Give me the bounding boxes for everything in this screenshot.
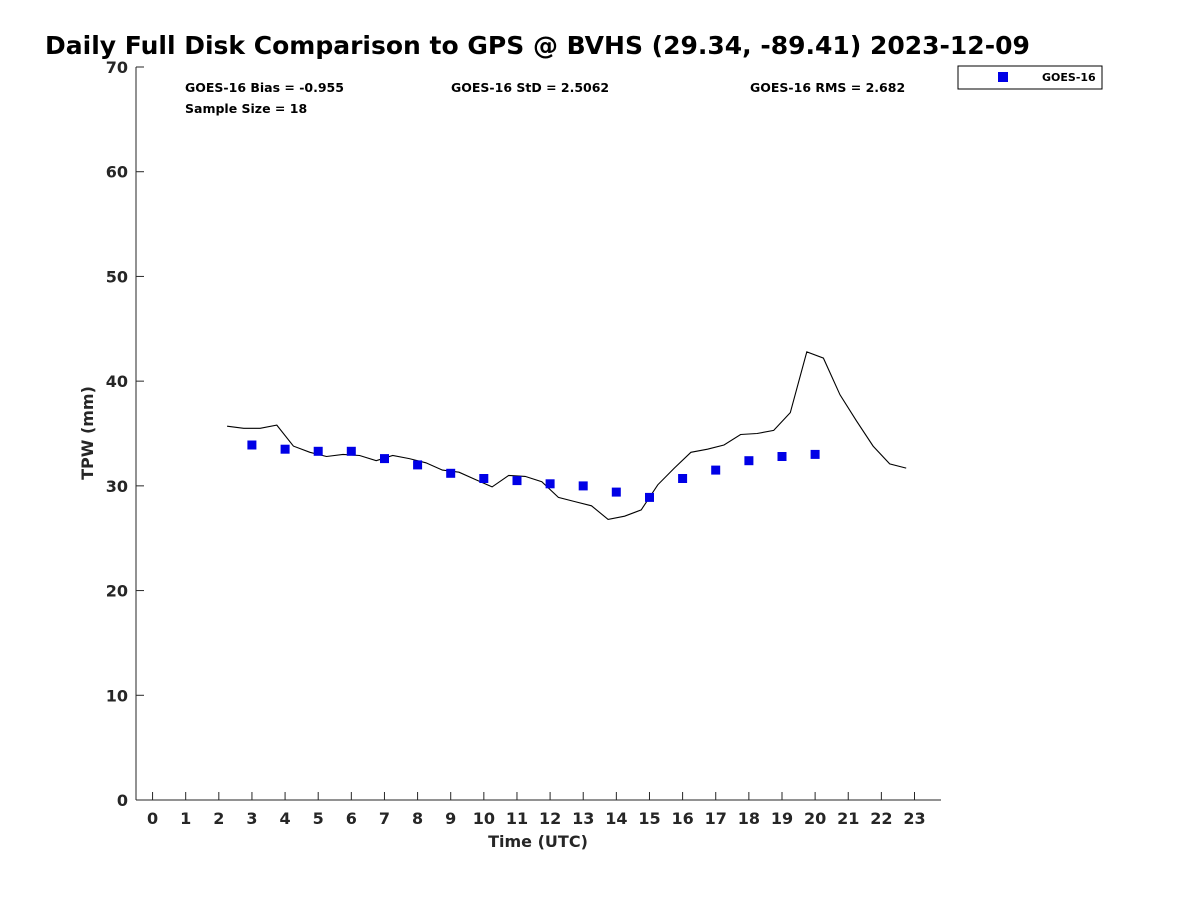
x-tick-label-20: 20 [804, 809, 826, 828]
x-tick-label-17: 17 [705, 809, 727, 828]
x-tick-label-15: 15 [638, 809, 660, 828]
goes16-point-16 [678, 474, 688, 483]
stat-sample-size: Sample Size = 18 [185, 101, 307, 116]
y-ticks: 0 10 20 30 40 50 60 70 [106, 58, 144, 810]
x-tick-label-14: 14 [605, 809, 627, 828]
goes16-point-13 [578, 481, 588, 491]
x-tick-label-5: 5 [313, 809, 324, 828]
x-tick-label-22: 22 [870, 809, 892, 828]
x-tick-label-1: 1 [180, 809, 191, 828]
x-tick-label-8: 8 [412, 809, 423, 828]
x-axis-label: Time (UTC) [488, 832, 588, 851]
y-tick-label-10: 10 [106, 686, 128, 705]
goes16-point-8 [413, 460, 423, 470]
goes16-point-10 [479, 474, 489, 483]
x-tick-label-12: 12 [539, 809, 561, 828]
goes16-point-18 [744, 456, 754, 466]
goes16-point-3 [247, 440, 257, 450]
stat-bias: GOES-16 Bias = -0.955 [185, 80, 344, 95]
x-tick-label-4: 4 [280, 809, 291, 828]
y-tick-label-40: 40 [106, 372, 128, 391]
goes16-point-14 [611, 487, 621, 497]
x-tick-label-0: 0 [147, 809, 158, 828]
goes16-point-17 [711, 465, 721, 475]
x-tick-label-21: 21 [837, 809, 859, 828]
x-tick-label-16: 16 [671, 809, 693, 828]
x-tick-label-10: 10 [473, 809, 495, 828]
y-axis-label: TPW (mm) [78, 386, 97, 480]
x-tick-label-11: 11 [506, 809, 528, 828]
axes [135, 67, 941, 801]
stat-std: GOES-16 StD = 2.5062 [451, 80, 609, 95]
gps-line [227, 351, 907, 520]
y-tick-label-60: 60 [106, 163, 128, 182]
x-tick-label-2: 2 [213, 809, 224, 828]
stat-rms: GOES-16 RMS = 2.682 [750, 80, 905, 95]
goes16-point-12 [545, 479, 555, 489]
goes16-point-19 [777, 452, 787, 461]
legend-marker-goes16 [998, 72, 1008, 82]
legend: GOES-16 [957, 65, 1103, 90]
goes16-point-6 [346, 446, 356, 456]
x-tick-label-7: 7 [379, 809, 390, 828]
legend-box [957, 65, 1103, 90]
goes16-marker-series [247, 440, 820, 502]
y-tick-label-30: 30 [106, 477, 128, 496]
x-tick-label-23: 23 [903, 809, 925, 828]
goes16-point-4 [280, 444, 290, 454]
chart-title: Daily Full Disk Comparison to GPS @ BVHS… [45, 31, 1030, 60]
goes16-point-9 [446, 468, 456, 478]
goes16-point-7 [380, 454, 389, 464]
goes16-point-20 [810, 449, 820, 459]
x-tick-label-3: 3 [246, 809, 257, 828]
y-tick-label-20: 20 [106, 582, 128, 601]
x-ticks: 0 1 2 3 4 5 6 7 8 9 10 11 12 13 14 15 16 17 18 19 20 21 22 23 [147, 792, 926, 828]
x-tick-label-19: 19 [771, 809, 793, 828]
legend-label-goes16: GOES-16 [1042, 71, 1096, 84]
y-tick-label-50: 50 [106, 267, 128, 286]
stats-annotations: GOES-16 Bias = -0.955 GOES-16 StD = 2.50… [185, 80, 905, 116]
x-tick-label-13: 13 [572, 809, 594, 828]
goes16-point-11 [512, 476, 522, 486]
x-tick-label-18: 18 [738, 809, 760, 828]
goes16-point-15 [645, 492, 654, 502]
goes16-point-5 [313, 446, 323, 456]
gps-line-series [227, 351, 907, 520]
y-tick-label-70: 70 [106, 58, 128, 77]
x-tick-label-9: 9 [445, 809, 456, 828]
y-tick-label-0: 0 [117, 791, 128, 810]
x-tick-label-6: 6 [346, 809, 357, 828]
